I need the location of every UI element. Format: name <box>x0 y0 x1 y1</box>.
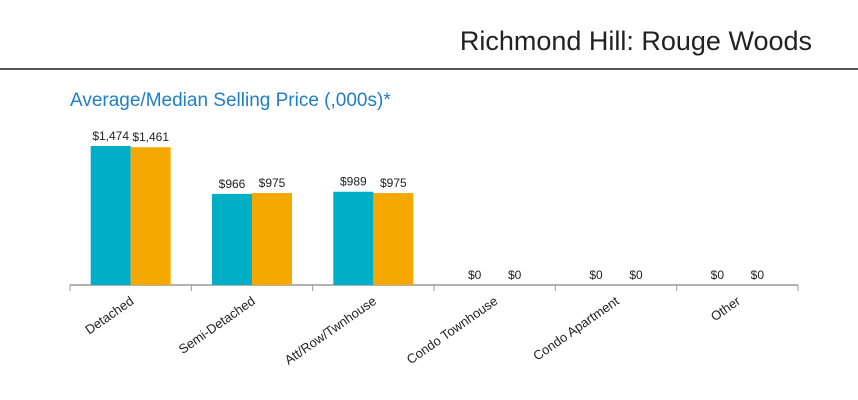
bar-att-row-twnhouse-series-1 <box>333 191 374 285</box>
bar-semi-detached-series-1 <box>212 193 252 285</box>
bar-value-label: $966 <box>219 177 246 191</box>
x-tick-label: Other <box>708 293 744 324</box>
bar-value-label: $0 <box>751 268 765 282</box>
x-tick-label: Semi-Detached <box>176 293 258 357</box>
bar-value-label: $989 <box>340 175 367 189</box>
bar-value-label: $0 <box>468 268 482 282</box>
bar-att-row-twnhouse-series-2 <box>373 193 414 285</box>
page-title: Richmond Hill: Rouge Woods <box>459 26 812 56</box>
bar-value-label: $1,474 <box>92 129 129 143</box>
header-divider <box>0 68 858 70</box>
bar-semi-detached-series-2 <box>252 193 292 285</box>
x-tick-label: Condo Townhouse <box>404 293 501 367</box>
bar-detached-series-2 <box>130 147 171 285</box>
bar-value-label: $0 <box>629 268 643 282</box>
bar-detached-series-1 <box>90 146 131 285</box>
bar-value-label: $975 <box>380 176 407 190</box>
bar-value-label: $0 <box>589 268 603 282</box>
bar-value-label: $0 <box>508 268 522 282</box>
bar-value-label: $1,461 <box>132 130 169 144</box>
bar-value-label: $975 <box>259 176 286 190</box>
x-tick-label: Condo Apartment <box>530 293 622 364</box>
bar-value-label: $0 <box>711 268 725 282</box>
x-tick-label: Detached <box>82 293 136 337</box>
chart-title: Average/Median Selling Price (,000s)* <box>70 90 391 111</box>
x-tick-label: Att/Row/Twnhouse <box>282 293 379 367</box>
